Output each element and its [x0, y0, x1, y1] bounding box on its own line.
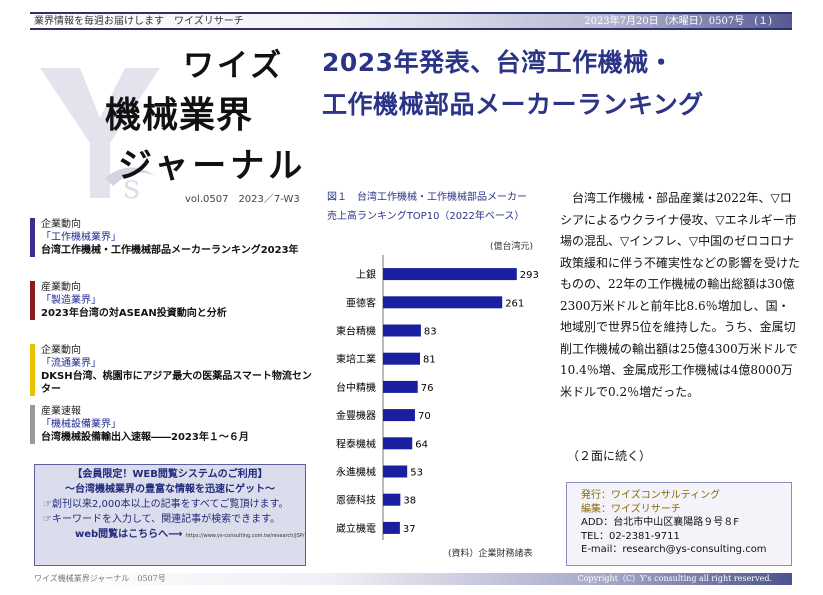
header-tagline: 業界情報を毎週お届けします ワイズリサーチ	[34, 16, 244, 27]
chart-value-label: 83	[424, 327, 437, 338]
member-title: 【会員限定！WEB閲覧システムのご利用】	[72, 469, 268, 480]
telephone: TEL：02-2381-9711	[581, 530, 680, 542]
member-subtitle: ～台湾機械業界の豊富な情報を迅速にゲット～	[65, 484, 275, 495]
chart-source: (資料）企業財務諸表	[448, 549, 533, 559]
toc-text: 台湾工作機械・工作機械部品メーカーランキング2023年	[41, 245, 299, 256]
headline-line1: 2023年発表、台湾工作機械・	[322, 48, 675, 77]
chart-category-label: 恩德科技	[336, 494, 376, 507]
chart-bar	[383, 493, 401, 506]
header-date: 2023年7月20日（木曜日）0507号 (１)	[584, 16, 772, 27]
masthead-line2: 機械業界	[105, 95, 254, 136]
member-point-1: ☞創刊以来2,000本以上の記事をすべてご覧頂けます。	[43, 499, 289, 510]
toc-item[interactable]: 企業動向 「流通業界」 DKSH台湾、桃園市にアジア最大の医薬品スマート物流セン…	[30, 344, 315, 396]
chart-bar	[383, 352, 420, 365]
toc-category: 産業速報	[41, 406, 81, 417]
chart-category-label: 金豐機器	[336, 409, 376, 422]
chart-value-label: 70	[418, 411, 431, 422]
masthead-line3: ジャーナル	[118, 146, 307, 186]
chart-bar	[383, 521, 400, 534]
chart-value-label: 38	[403, 496, 416, 507]
chart-category-label: 上銀	[356, 268, 376, 281]
member-point-2: ☞キーワードを入力して、関連記事が検索できます。	[43, 514, 281, 525]
chart-bar	[383, 296, 503, 309]
chart-category-label: 永進機械	[336, 466, 376, 479]
email[interactable]: E-mail：research@ys-consulting.com	[581, 544, 767, 555]
ranking-bar-chart: 上銀 293 亜徳客 261 東台精機 83 東培工業 81 台中精機 76 金豐機器 70 程泰機械 6…	[336, 255, 539, 540]
chart-category-label: 崴立機電	[336, 522, 376, 535]
chart-category-label: 東台精機	[336, 325, 376, 338]
chart-value-label: 76	[421, 383, 434, 394]
contact-box: 発行：ワイズコンサルティング 編集：ワイズリサーチ ADD：台北市中山区襄陽路９…	[566, 482, 792, 566]
toc-item[interactable]: 企業動向 「工作機械業界」 台湾工作機械・工作機械部品メーカーランキング2023…	[30, 218, 315, 257]
volume-label: vol.0507 2023／7-W3	[185, 194, 300, 205]
publisher: 発行：ワイズコンサルティング	[581, 490, 721, 501]
toc-text: 2023年台湾の対ASEAN投資動向と分析	[41, 308, 227, 319]
chart-value-label: 37	[403, 524, 416, 535]
editor: 編集：ワイズリサーチ	[581, 503, 681, 515]
chart-category-label: 台中精機	[336, 381, 376, 394]
ys-logo: s	[40, 68, 160, 207]
member-box: 【会員限定！WEB閲覧システムのご利用】 ～台湾機械業界の豊富な情報を迅速にゲッ…	[34, 464, 306, 566]
toc-industry: 「製造業界」	[41, 295, 101, 306]
toc-entry-1[interactable]: 企業動向 「工作機械業界」 台湾工作機械・工作機械部品メーカーランキング2023…	[30, 218, 315, 257]
toc-entry-2[interactable]: 産業動向 「製造業界」 2023年台湾の対ASEAN投資動向と分析	[30, 281, 315, 320]
toc-category: 企業動向	[41, 219, 81, 230]
footer-copyright: Copyright（C）Y's consulting all right res…	[577, 574, 772, 583]
continued-note: （２面に続く）	[567, 449, 652, 463]
chart-bar	[383, 324, 421, 337]
toc-category: 産業動向	[41, 282, 81, 293]
toc-category: 企業動向	[41, 345, 81, 356]
masthead-line1: ワイズ	[183, 48, 285, 84]
chart-category-label: 東培工業	[336, 353, 376, 366]
figure-title-line1: 図１ 台湾工作機械・工作機械部品メーカー	[327, 192, 527, 203]
toc-item[interactable]: 産業速報 「機械設備業界」 台湾機械設備輸出入速報――2023年１～６月	[30, 405, 315, 444]
figure-title-line2: 売上高ランキングTOP10（2022年ベース）	[327, 211, 525, 222]
toc-industry: 「流通業界」	[41, 358, 101, 369]
header-bar: 業界情報を毎週お届けします ワイズリサーチ 2023年7月20日（木曜日）050…	[30, 12, 792, 30]
footer-title: ワイズ機械業界ジャーナル 0507号	[34, 574, 166, 583]
toc-text: DKSH台湾、桃園市にアジア最大の医薬品スマート物流センター	[41, 371, 312, 395]
web-link-url[interactable]: https://www.ys-consulting.com.tw/researc…	[185, 533, 305, 539]
chart-bar	[383, 268, 517, 281]
toc-item[interactable]: 産業動向 「製造業界」 2023年台湾の対ASEAN投資動向と分析	[30, 281, 315, 320]
chart-category-label: 亜徳客	[346, 296, 376, 309]
chart-bar	[383, 465, 408, 478]
figure-title: 図１ 台湾工作機械・工作機械部品メーカー 売上高ランキングTOP10（2022年…	[327, 188, 527, 226]
toc-industry: 「工作機械業界」	[41, 232, 121, 243]
chart-value-label: 81	[423, 355, 436, 366]
toc-text: 台湾機械設備輸出入速報――2023年１～６月	[41, 432, 249, 443]
footer-bar: ワイズ機械業界ジャーナル 0507号 Copyright（C）Y's consu…	[30, 573, 792, 585]
toc-entry-4[interactable]: 産業速報 「機械設備業界」 台湾機械設備輸出入速報――2023年１～６月	[30, 405, 315, 444]
svg-text:s: s	[123, 167, 140, 207]
chart-category-label: 程泰機械	[336, 437, 376, 450]
chart-value-label: 64	[415, 439, 428, 450]
member-link-row[interactable]: web閲覧はこちらへ⟶ https://www.ys-consulting.co…	[35, 527, 305, 544]
chart-value-label: 261	[505, 298, 524, 309]
chart-bar	[383, 380, 418, 393]
chart-value-label: 53	[410, 468, 423, 479]
toc-industry: 「機械設備業界」	[41, 419, 121, 430]
address: ADD：台北市中山区襄陽路９号８F	[581, 517, 739, 528]
chart-bar	[383, 409, 415, 422]
chart-unit: (億台湾元)	[490, 242, 534, 252]
toc-entry-3[interactable]: 企業動向 「流通業界」 DKSH台湾、桃園市にアジア最大の医薬品スマート物流セン…	[30, 344, 315, 396]
chart-value-label: 293	[520, 270, 539, 281]
article-body: 台湾工作機械・部品産業は2022年、▽ロシアによるウクライナ侵攻、▽エネルギー市…	[560, 191, 801, 399]
web-link-label[interactable]: web閲覧はこちらへ⟶	[75, 529, 183, 540]
headline-line2: 工作機械部品メーカーランキング	[322, 90, 704, 119]
chart-bar	[383, 437, 413, 450]
